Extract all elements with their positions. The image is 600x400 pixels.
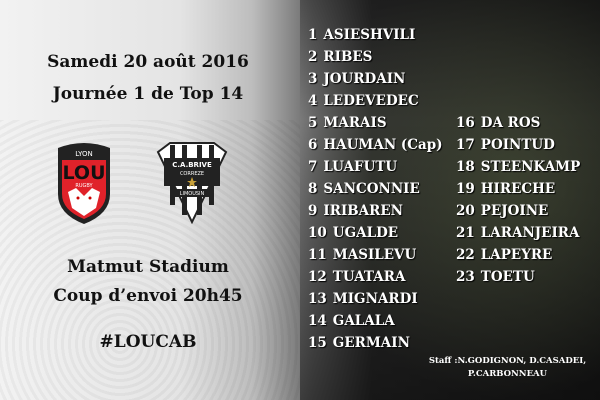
staff-credits: Staff :N.GODIGNON, D.CASADEI, P.CARBONNE… [420, 355, 595, 381]
player-row: 10 UGALDE [308, 222, 443, 244]
player-row: 13 MIGNARDI [308, 288, 443, 310]
player-row: 14 GALALA [308, 310, 443, 332]
player-number: 15 [308, 335, 327, 351]
player-name: HAUMAN (Cap) [323, 137, 443, 153]
player-number: 9 [308, 203, 318, 219]
player-name: IRIBAREN [323, 203, 403, 219]
stadium-background [300, 0, 600, 400]
player-name: JOURDAIN [323, 71, 406, 87]
player-number: 11 [308, 247, 327, 263]
player-number: 13 [308, 291, 327, 307]
player-name: PEJOINE [480, 203, 549, 219]
player-row: 11 MASILEVU [308, 244, 443, 266]
player-name: MIGNARDI [332, 291, 418, 307]
staff-line-2: P.CARBONNEAU [467, 369, 548, 379]
player-name: HIRECHE [480, 181, 556, 197]
player-number: 14 [308, 313, 327, 329]
player-number: 6 [308, 137, 318, 153]
player-row: 3 JOURDAIN [308, 68, 443, 90]
player-name: STEENKAMP [480, 159, 581, 175]
player-row: 20 PEJOINE [456, 200, 580, 222]
player-name: ASIESHVILI [323, 27, 416, 43]
match-date: Samedi 20 août 2016 [47, 52, 249, 72]
player-row: 1 ASIESHVILI [308, 24, 443, 46]
svg-text:RUGBY: RUGBY [75, 183, 93, 189]
player-name: POINTUD [480, 137, 555, 153]
staff-line-1: Staff :N.GODIGNON, D.CASADEI, [428, 356, 587, 366]
player-row: 21 LARANJEIRA [456, 222, 580, 244]
player-number: 3 [308, 71, 318, 87]
replacements-list: 16 DA ROS 17 POINTUD 18 STEENKAMP 19 HIRECHE 20 P… [456, 112, 580, 288]
player-number: 17 [456, 137, 475, 153]
player-row: 12 TUATARA [308, 266, 443, 288]
svg-text:LYON: LYON [75, 150, 93, 158]
player-row: 23 TOETU [456, 266, 580, 288]
player-number: 1 [308, 27, 318, 43]
player-name: TOETU [480, 269, 535, 285]
stadium-name: Matmut Stadium [67, 257, 229, 277]
player-name: TUATARA [332, 269, 406, 285]
svg-text:LIMOUSIN: LIMOUSIN [180, 191, 205, 197]
match-round: Journée 1 de Top 14 [52, 84, 244, 104]
player-number: 8 [308, 181, 318, 197]
player-name: GERMAIN [332, 335, 410, 351]
player-number: 20 [456, 203, 475, 219]
player-row: 7 LUAFUTU [308, 156, 443, 178]
player-row: 15 GERMAIN [308, 332, 443, 354]
player-number: 12 [308, 269, 327, 285]
svg-text:C.A.BRIVE: C.A.BRIVE [172, 161, 212, 169]
player-name: MASILEVU [332, 247, 417, 263]
player-name: DA ROS [480, 115, 541, 131]
player-name: UGALDE [332, 225, 399, 241]
starters-list: 1 ASIESHVILI 2 RIBES 3 JOURDAIN 4 LEDEVEDEC 5 MAR… [308, 24, 443, 354]
player-row: 5 MARAIS [308, 112, 443, 134]
svg-text:LOU: LOU [62, 162, 105, 184]
player-name: LUAFUTU [323, 159, 398, 175]
player-number: 19 [456, 181, 475, 197]
ca-brive-logo: C.A.BRIVE CORREZE LIMOUSIN [156, 142, 228, 224]
player-number: 5 [308, 115, 318, 131]
player-number: 18 [456, 159, 475, 175]
svg-text:CORREZE: CORREZE [180, 171, 204, 177]
player-number: 16 [456, 115, 475, 131]
player-row: 6 HAUMAN (Cap) [308, 134, 443, 156]
lou-rugby-logo: LYON LOU RUGBY [58, 143, 110, 224]
player-row: 9 IRIBAREN [308, 200, 443, 222]
player-row: 2 RIBES [308, 46, 443, 68]
player-row: 19 HIRECHE [456, 178, 580, 200]
player-name: LARANJEIRA [480, 225, 580, 241]
crowd-background [0, 120, 300, 400]
player-number: 10 [308, 225, 327, 241]
player-row: 16 DA ROS [456, 112, 580, 134]
player-name: GALALA [332, 313, 395, 329]
player-number: 22 [456, 247, 475, 263]
hashtag: #LOUCAB [99, 332, 197, 352]
player-number: 7 [308, 159, 318, 175]
player-row: 4 LEDEVEDEC [308, 90, 443, 112]
player-number: 21 [456, 225, 475, 241]
kickoff-time: Coup d’envoi 20h45 [53, 286, 243, 306]
player-row: 22 LAPEYRE [456, 244, 580, 266]
player-row: 17 POINTUD [456, 134, 580, 156]
player-number: 2 [308, 49, 318, 65]
player-name: LAPEYRE [480, 247, 553, 263]
player-name: LEDEVEDEC [323, 93, 419, 109]
player-name: SANCONNIE [323, 181, 420, 197]
player-row: 8 SANCONNIE [308, 178, 443, 200]
player-name: MARAIS [323, 115, 387, 131]
player-name: RIBES [323, 49, 373, 65]
player-number: 23 [456, 269, 475, 285]
player-row: 18 STEENKAMP [456, 156, 580, 178]
player-number: 4 [308, 93, 318, 109]
